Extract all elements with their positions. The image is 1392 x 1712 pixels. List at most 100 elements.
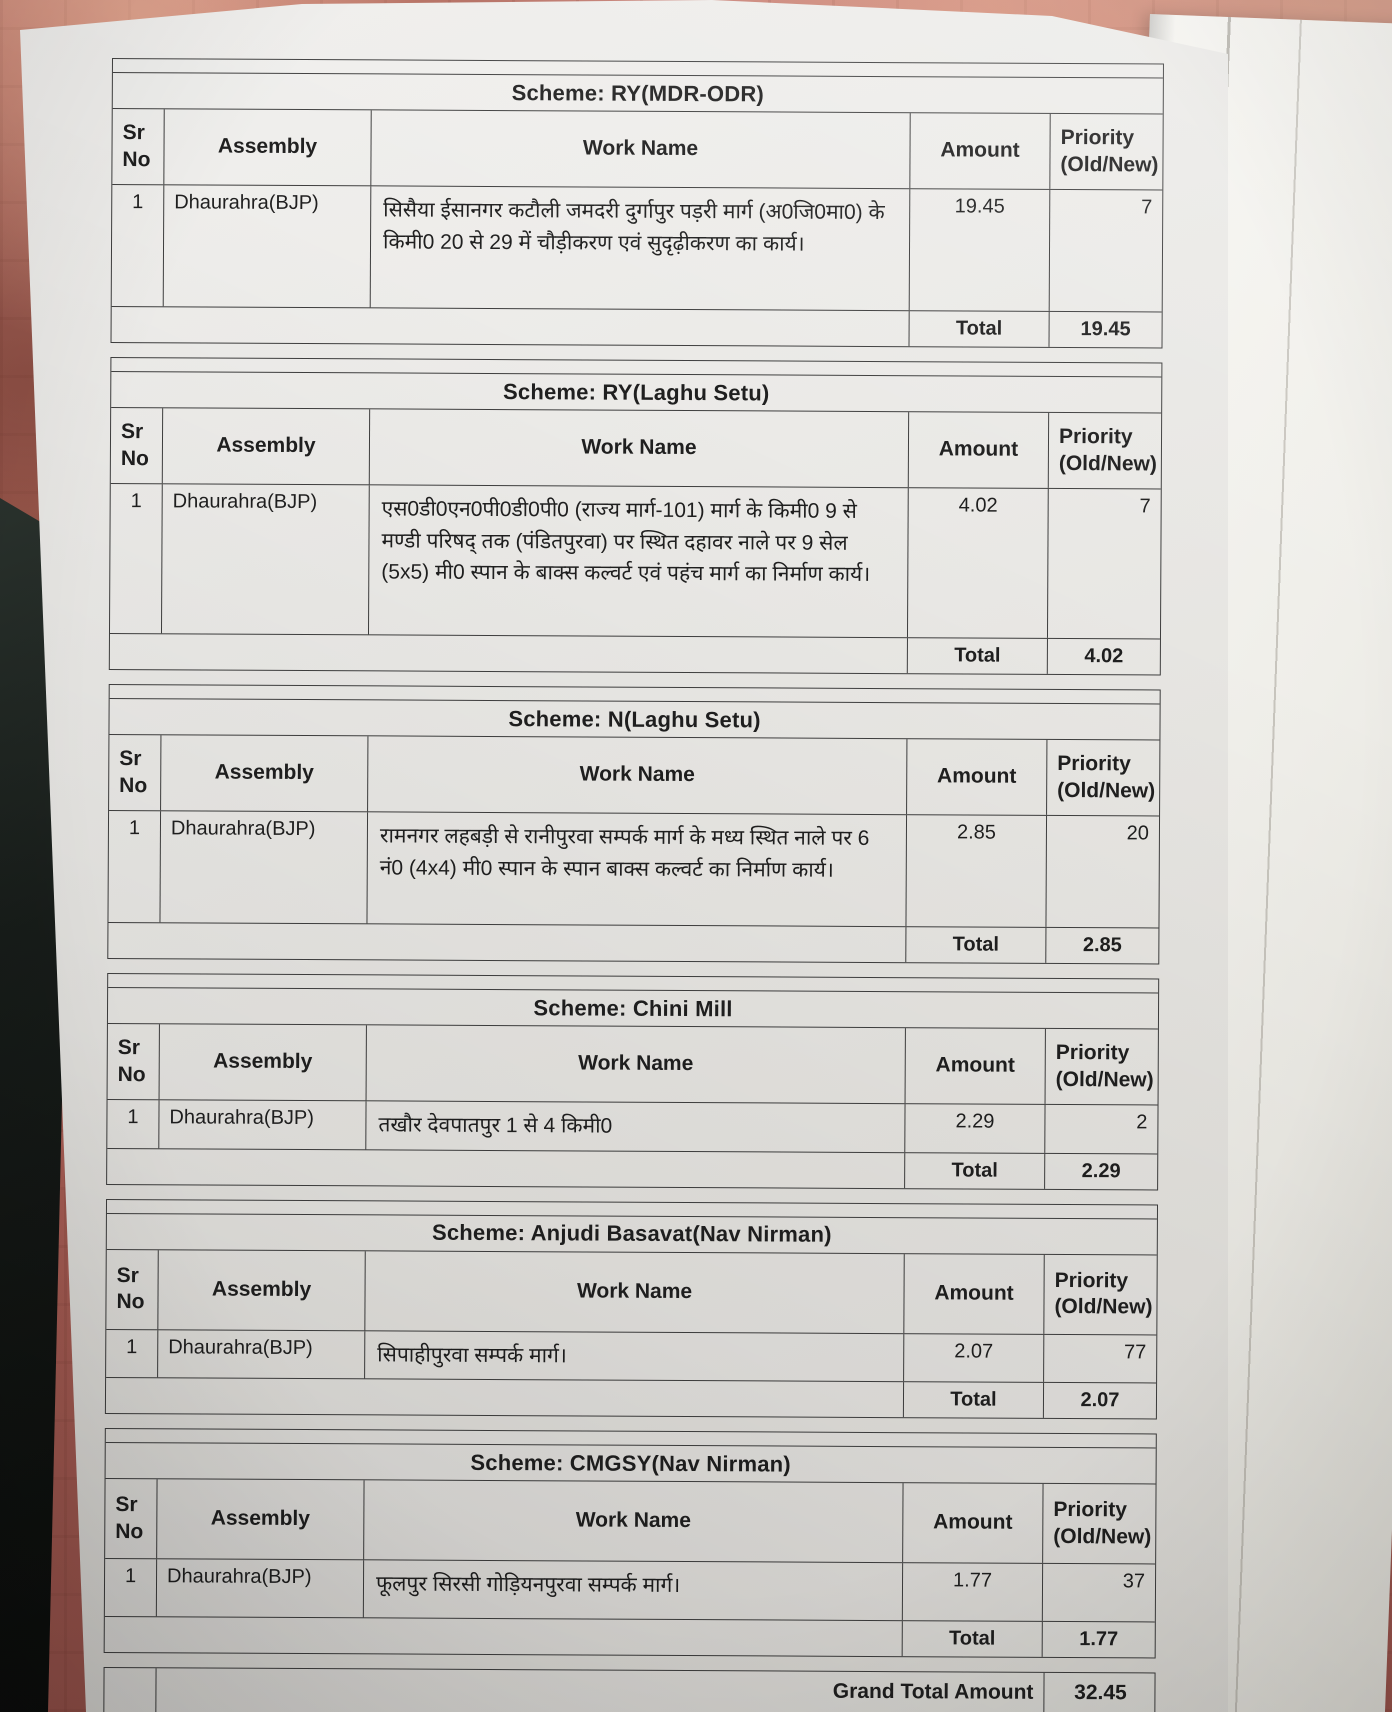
grand-total-row: Grand Total Amount 32.45 xyxy=(104,1667,1154,1712)
header-row: Sr No Assembly Work Name Amount Priority… xyxy=(105,1478,1156,1565)
total-label: Total xyxy=(906,927,1047,963)
column-header-assembly: Assembly xyxy=(164,109,372,186)
total-value: 4.02 xyxy=(1084,645,1124,668)
column-header-priority: Priority (Old/New) xyxy=(1055,1041,1154,1091)
column-header-work-name: Work Name xyxy=(368,736,908,815)
table-row: 1 Dhaurahra(BJP) फूलपुर सिरसी गोड़ियनपुर… xyxy=(104,1558,1156,1623)
table-row: 1 Dhaurahra(BJP) सिसैया ईसानगर कटौली जमद… xyxy=(111,185,1163,313)
work-name-cell: तखौर देवपातपुर 1 से 4 किमी0 xyxy=(366,1101,906,1152)
scheme-report-document: Scheme: RY(MDR-ODR) Sr No Assembly Work … xyxy=(103,58,1164,1712)
work-name-cell: सिसैया ईसानगर कटौली जमदरी दुर्गापुर पड़र… xyxy=(370,186,911,311)
column-header-priority: Priority (Old/New) xyxy=(1053,1498,1152,1548)
column-header-assembly: Assembly xyxy=(162,408,371,485)
column-header-work-name: Work Name xyxy=(369,409,910,488)
scheme-section: Scheme: N(Laghu Setu) Sr No Assembly Wor… xyxy=(107,683,1161,965)
assembly-cell: Dhaurahra(BJP) xyxy=(159,1100,367,1149)
total-row-spacer xyxy=(109,633,908,674)
grand-total-spacer xyxy=(156,1668,696,1712)
column-header-amount: Amount xyxy=(908,412,1050,488)
table-row: 1 Dhaurahra(BJP) सिपाहीपुरवा सम्पर्क मार… xyxy=(106,1329,1157,1384)
priority-cell: 77 xyxy=(1123,1340,1147,1363)
total-row-spacer xyxy=(107,1148,906,1188)
column-header-work-name: Work Name xyxy=(371,110,911,189)
work-name-cell: रामनगर लहबड़ी से रानीपुरवा सम्पर्क मार्ग… xyxy=(367,812,908,927)
assembly-cell: Dhaurahra(BJP) xyxy=(163,185,372,308)
total-label: Total xyxy=(902,1621,1043,1657)
total-row: Total 2.29 xyxy=(107,1148,1157,1189)
table-row: 1 Dhaurahra(BJP) रामनगर लहबड़ी से रानीपु… xyxy=(108,810,1160,929)
scheme-title: Scheme: Chini Mill xyxy=(107,987,1159,1030)
scheme-section: Scheme: Chini Mill Sr No Assembly Work N… xyxy=(106,972,1160,1190)
priority-cell: 2 xyxy=(1136,1111,1148,1134)
scheme-section: Scheme: RY(Laghu Setu) Sr No Assembly Wo… xyxy=(108,356,1163,676)
column-header-amount: Amount xyxy=(910,113,1051,189)
priority-cell: 37 xyxy=(1122,1570,1146,1593)
header-row: Sr No Assembly Work Name Amount Priority… xyxy=(107,1023,1158,1106)
total-value: 2.29 xyxy=(1081,1159,1121,1182)
total-row: Total 2.85 xyxy=(108,922,1158,963)
total-row-spacer xyxy=(108,922,907,963)
column-header-sr-no: Sr No xyxy=(106,1249,159,1329)
scheme-title: Scheme: RY(Laghu Setu) xyxy=(111,372,1162,414)
total-row: Total 19.45 xyxy=(111,307,1162,347)
scheme-title: Scheme: RY(MDR-ODR) xyxy=(112,73,1163,115)
amount-cell: 2.85 xyxy=(906,815,1048,927)
column-header-amount: Amount xyxy=(907,739,1048,815)
total-row: Total 2.07 xyxy=(105,1377,1156,1418)
column-header-work-name: Work Name xyxy=(366,1025,906,1104)
total-row: Total 4.02 xyxy=(109,633,1160,674)
scheme-title: Scheme: N(Laghu Setu) xyxy=(109,698,1160,741)
amount-cell: 2.07 xyxy=(904,1333,1045,1382)
sr-no-cell: 1 xyxy=(109,483,163,634)
grand-total-value: 32.45 xyxy=(1074,1681,1127,1705)
header-row: Sr No Assembly Work Name Amount Priority… xyxy=(110,408,1162,490)
column-header-amount: Amount xyxy=(903,1483,1044,1563)
header-row: Sr No Assembly Work Name Amount Priority… xyxy=(112,109,1163,191)
scheme-title: Scheme: Anjudi Basavat(Nav Nirman) xyxy=(106,1213,1157,1255)
column-header-sr-no: Sr No xyxy=(105,1478,158,1559)
column-header-assembly: Assembly xyxy=(159,1024,367,1101)
column-header-amount: Amount xyxy=(904,1253,1045,1334)
assembly-cell: Dhaurahra(BJP) xyxy=(161,484,370,635)
column-header-priority: Priority (Old/New) xyxy=(1054,1268,1153,1319)
priority-cell: 20 xyxy=(1126,822,1150,845)
amount-cell: 19.45 xyxy=(909,189,1051,311)
grand-total-sr-stub xyxy=(104,1667,157,1712)
assembly-cell: Dhaurahra(BJP) xyxy=(160,811,369,924)
sr-no-cell: 1 xyxy=(107,1099,160,1148)
column-header-assembly: Assembly xyxy=(158,1249,366,1330)
paper-sheet xyxy=(20,0,1228,1712)
total-row: Total 1.77 xyxy=(104,1616,1155,1657)
total-row-spacer xyxy=(105,1377,905,1418)
total-row-spacer xyxy=(104,1616,903,1657)
total-label: Total xyxy=(907,638,1048,674)
amount-cell: 4.02 xyxy=(907,488,1049,638)
scheme-title: Scheme: CMGSY(Nav Nirman) xyxy=(105,1442,1156,1485)
header-row: Sr No Assembly Work Name Amount Priority… xyxy=(106,1249,1157,1335)
table-row: 1 Dhaurahra(BJP) तखौर देवपातपुर 1 से 4 क… xyxy=(107,1099,1158,1154)
table-row: 1 Dhaurahra(BJP) एस0डी0एन0पी0डी0पी0 (राज… xyxy=(109,483,1161,640)
total-value: 2.07 xyxy=(1080,1389,1120,1412)
column-header-work-name: Work Name xyxy=(364,1480,904,1563)
assembly-cell: Dhaurahra(BJP) xyxy=(156,1559,365,1618)
scheme-section: Scheme: Anjudi Basavat(Nav Nirman) Sr No… xyxy=(104,1198,1159,1420)
column-header-assembly: Assembly xyxy=(157,1479,365,1560)
column-header-priority: Priority (Old/New) xyxy=(1060,126,1159,176)
column-header-amount: Amount xyxy=(905,1028,1046,1104)
total-label: Total xyxy=(905,1152,1046,1189)
sr-no-cell: 1 xyxy=(108,810,162,923)
priority-cell: 7 xyxy=(1139,495,1151,518)
amount-cell: 1.77 xyxy=(902,1563,1044,1621)
sr-no-cell: 1 xyxy=(106,1329,159,1378)
scheme-section: Scheme: RY(MDR-ODR) Sr No Assembly Work … xyxy=(110,58,1164,349)
assembly-cell: Dhaurahra(BJP) xyxy=(158,1329,366,1379)
sr-no-cell: 1 xyxy=(111,185,165,307)
grand-total-label: Grand Total Amount xyxy=(696,1671,1045,1712)
total-value: 2.85 xyxy=(1082,934,1122,957)
priority-cell: 7 xyxy=(1141,196,1153,219)
grand-total-section: Grand Total Amount 32.45 xyxy=(103,1666,1156,1712)
column-header-work-name: Work Name xyxy=(365,1250,905,1333)
total-value: 1.77 xyxy=(1079,1628,1119,1651)
column-header-sr-no: Sr No xyxy=(112,109,165,185)
total-row-spacer xyxy=(111,307,910,347)
